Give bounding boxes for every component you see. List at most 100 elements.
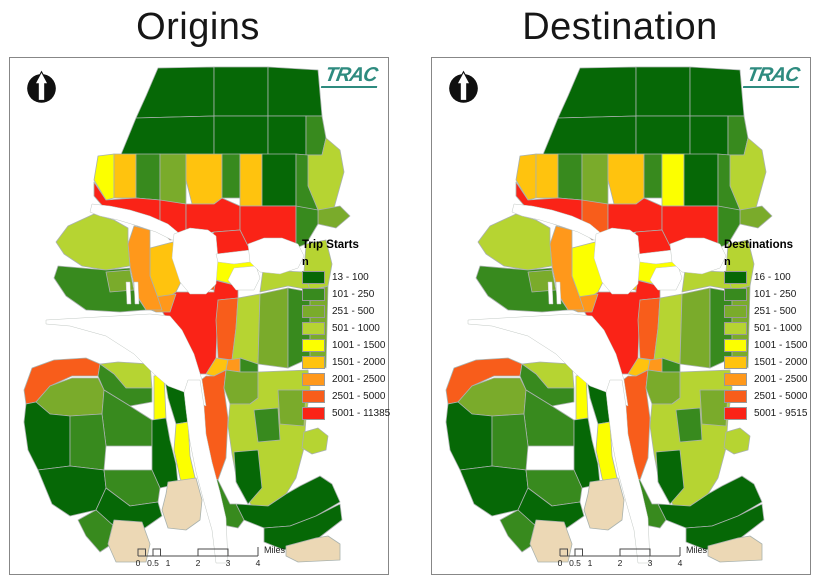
water-union-bay — [669, 237, 727, 275]
legend-row: 2001 - 2500 — [724, 373, 807, 386]
tract-intl-district — [647, 357, 665, 373]
north-arrow-icon — [449, 70, 478, 103]
legend-row: 2501 - 5000 — [302, 390, 390, 403]
scale-bar: Miles 0 0.5 1 2 3 4 — [558, 541, 733, 571]
legend-class-label: 5001 - 9515 — [754, 408, 808, 419]
tract-greenwood-w — [135, 153, 161, 201]
legend-row: 1501 - 2000 — [302, 356, 390, 369]
scale-tick-label: 3 — [647, 558, 653, 568]
tract-columbia-city — [277, 389, 307, 427]
legend-class-label: 1501 - 2000 — [754, 357, 808, 368]
tract-bryant — [261, 153, 297, 207]
tract-sandpoint — [739, 205, 773, 229]
tract-rainier-beach — [685, 503, 765, 551]
legend-class-label: 2501 - 5000 — [332, 391, 386, 402]
tract-seward-park — [723, 427, 751, 455]
legend-row: 251 - 500 — [302, 305, 390, 318]
tract-viewridge — [717, 153, 741, 211]
tract-phinney — [159, 153, 187, 205]
legend-row: 501 - 1000 — [724, 322, 807, 335]
legend-row: 101 - 250 — [724, 288, 807, 301]
tract-georgetown — [161, 477, 203, 531]
water-lake-union — [593, 227, 641, 295]
legend-swatch — [302, 390, 325, 403]
tract-georgetown — [583, 477, 625, 531]
legend-swatch — [302, 322, 325, 335]
tract-laurelhurst — [717, 205, 741, 249]
tract-north-ne — [689, 66, 745, 117]
water-pier-2 — [555, 281, 562, 305]
tract-greenwood-w — [557, 153, 583, 201]
legend-row: 251 - 500 — [724, 305, 807, 318]
legend-row: 501 - 1000 — [302, 322, 390, 335]
scale-tick-label: 4 — [255, 558, 261, 568]
tract-beacon-mid — [253, 407, 281, 443]
tract-beacon-n — [645, 369, 681, 405]
legend-subtitle: n — [724, 256, 731, 268]
legend-subtitle: n — [302, 256, 309, 268]
tract-north-nw — [557, 66, 637, 119]
legend-swatch — [724, 390, 747, 403]
legend-swatch — [724, 407, 747, 420]
tract-cd-mid — [679, 287, 711, 369]
tract-north2-w — [541, 115, 637, 158]
legend-row: 1501 - 2000 — [724, 356, 807, 369]
legend-row: 2501 - 5000 — [724, 390, 807, 403]
tract-nw-sliver — [515, 153, 537, 201]
water-pier-1 — [125, 281, 132, 305]
water-pier-2 — [133, 281, 140, 305]
tract-bryant — [683, 153, 719, 207]
map-panel-origins: TRAC Trip Starts n 13 - 100 101 - 250 251 … — [9, 57, 390, 575]
legend-swatch — [302, 288, 325, 301]
legend-row: 101 - 250 — [302, 288, 390, 301]
scale-unit-label: Miles — [686, 545, 708, 555]
tract-seward-park — [301, 427, 329, 455]
tract-roosevelt — [221, 153, 241, 199]
legend-origins: Trip Starts n 13 - 100 101 - 250 251 - 500… — [302, 239, 390, 424]
legend-row: 1001 - 1500 — [724, 339, 807, 352]
tract-north-nw — [135, 66, 215, 119]
tract-beacon-mid — [675, 407, 703, 443]
scale-tick-label: 0.5 — [569, 558, 581, 568]
legend-swatch — [302, 339, 325, 352]
scale-tick-label: 1 — [165, 558, 171, 568]
legend-swatch — [724, 339, 747, 352]
legend-class-label: 251 - 500 — [332, 306, 375, 317]
legend-destination: Destinations n 16 - 100 101 - 250 251 - 50… — [724, 239, 807, 424]
north-arrow-icon — [27, 70, 56, 103]
legend-class-label: 2001 - 2500 — [332, 374, 386, 385]
scale-tick-label: 0 — [135, 558, 141, 568]
tract-southpark — [529, 519, 573, 563]
scale-tick-label: 0 — [557, 558, 563, 568]
tract-magnolia-n — [55, 213, 131, 271]
scale-unit-label: Miles — [264, 545, 286, 555]
tract-rainier-s — [235, 475, 341, 529]
water-duwamish — [605, 379, 651, 564]
water-duwamish — [183, 379, 229, 564]
legend-swatch — [724, 373, 747, 386]
tract-phinney — [581, 153, 609, 205]
tract-north2-e — [267, 115, 307, 156]
tract-sandpoint — [317, 205, 351, 229]
tract-beacon-s — [233, 449, 263, 505]
legend-class-label: 13 - 100 — [332, 272, 369, 283]
tract-north2-e — [689, 115, 729, 156]
tract-ravenna — [661, 153, 685, 207]
tract-magnolia-n — [477, 213, 553, 271]
legend-swatch — [302, 373, 325, 386]
legend-class-label: 101 - 250 — [754, 289, 797, 300]
water-union-bay — [247, 237, 305, 275]
tract-greenlake — [185, 153, 223, 205]
tract-north-n — [635, 66, 691, 117]
tract-north-ne — [267, 66, 323, 117]
legend-swatch — [724, 322, 747, 335]
tract-ws-s1 — [459, 465, 529, 517]
legend-swatch — [302, 356, 325, 369]
legend-class-label: 251 - 500 — [754, 306, 797, 317]
map-panel-destination: TRAC Destinations n 16 - 100 101 - 250 251… — [431, 57, 811, 575]
tract-columbia-city — [699, 389, 729, 427]
legend-class-label: 1001 - 1500 — [754, 340, 808, 351]
map-canvas-destination — [445, 66, 773, 564]
legend-class-label: 5001 - 11385 — [332, 408, 391, 419]
legend-swatch — [724, 288, 747, 301]
